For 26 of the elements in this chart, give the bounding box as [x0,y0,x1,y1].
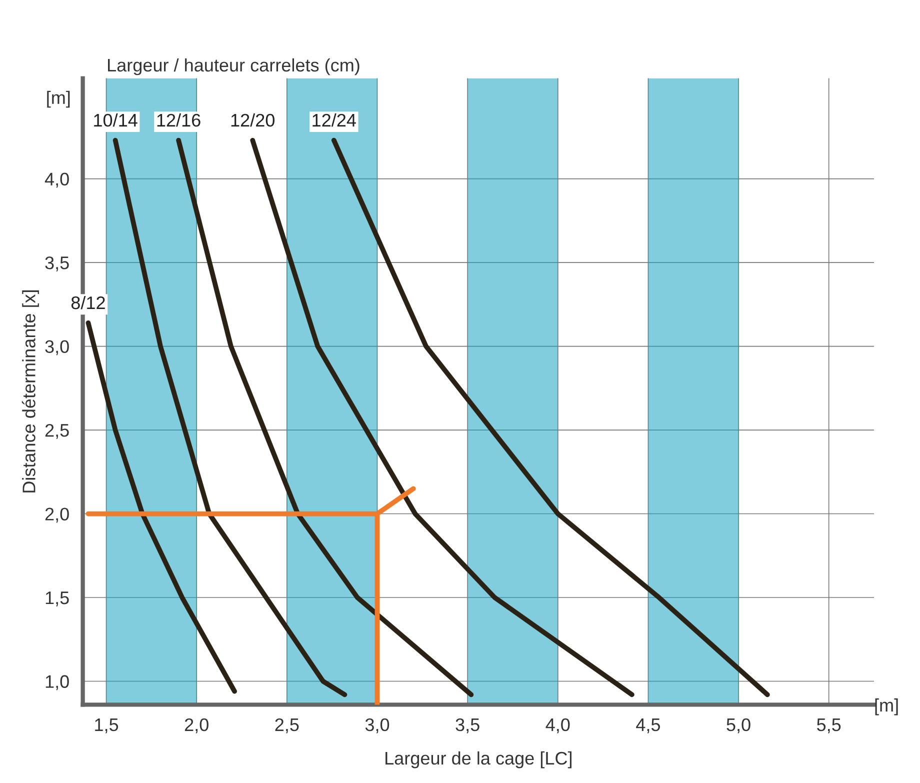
text: Largeur / hauteur carrelets (cm) [108,58,360,76]
x-tick-label: 4,5 [636,718,660,734]
x-tick-label: 5,5 [817,718,841,734]
x-tick-label: 3,5 [456,718,480,734]
series-label: 8/12 [71,296,105,310]
x-tick-label: 4,0 [546,718,570,734]
series-label: 10/14 [94,113,138,127]
x-tick-label: 3,0 [365,718,390,734]
series-label: 12/20 [231,113,274,127]
text: [m] [875,698,898,716]
series-label: 12/24 [312,113,356,127]
y-tick-label: 1,5 [46,592,69,606]
series-label: 12/16 [157,113,200,127]
y-tick-label: 2,5 [45,424,69,439]
text: [m] [47,90,70,108]
x-tick-label: 5,0 [726,718,750,734]
y-tick-label: 2,0 [45,508,69,523]
x-tick-label: 2,5 [275,718,299,734]
y-axis-title: Distance déterminante [x] [22,290,39,492]
y-tick-label: 4,0 [44,172,69,188]
y-tick-label: 1,0 [46,675,69,690]
y-tick-label: 3,5 [45,256,69,272]
x-axis-title: Largeur de la cage [LC] [386,751,572,768]
x-tick-label: 1,5 [95,718,118,734]
x-tick-label: 2,0 [184,718,208,734]
y-tick-label: 3,0 [45,340,69,356]
